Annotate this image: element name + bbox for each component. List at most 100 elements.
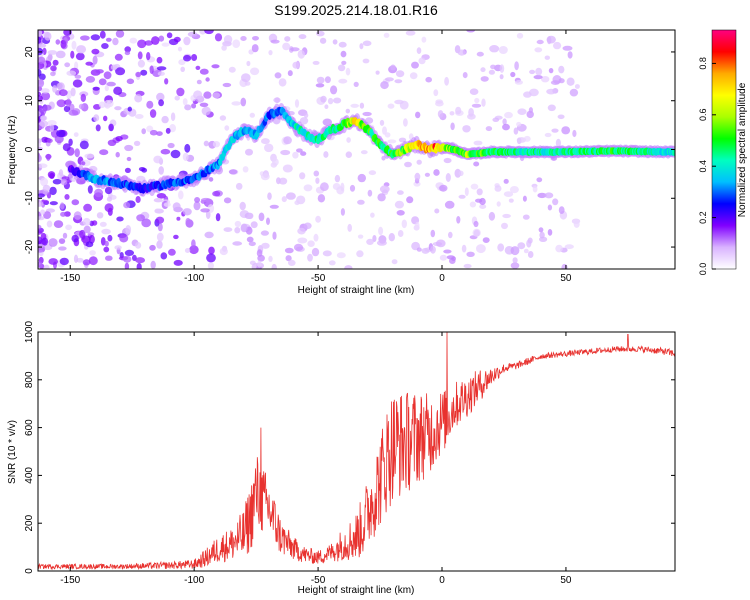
x-tick-label: 50 xyxy=(560,273,572,284)
spectrogram-noise-blob xyxy=(320,95,327,103)
spectrogram-noise-blob xyxy=(193,90,203,100)
spectrogram-noise-blob xyxy=(103,71,112,80)
spectrogram-noise-blob xyxy=(90,34,101,41)
spectrogram-noise-blob xyxy=(370,212,375,218)
spectrogram-noise-blob xyxy=(41,88,50,94)
spectrogram-noise-blob xyxy=(395,70,405,78)
spectrogram-noise-blob xyxy=(439,184,448,192)
spectrogram-noise-blob xyxy=(123,201,131,209)
x-tick-label: 0 xyxy=(439,273,445,284)
spectrogram-noise-blob xyxy=(319,37,327,44)
spectrogram-noise-blob xyxy=(56,99,66,108)
spectrogram-noise-blob xyxy=(135,257,146,264)
spectrogram-noise-blob xyxy=(104,203,114,213)
spectrogram-noise-blob xyxy=(135,196,141,203)
spectrogram-noise-blob xyxy=(547,36,552,45)
spectrogram-noise-blob xyxy=(153,155,163,164)
spectrogram-noise-blob xyxy=(185,217,191,225)
spectrogram-noise-blob xyxy=(324,104,329,109)
spectrogram-noise-blob xyxy=(547,229,553,236)
spectrogram-noise-blob xyxy=(234,227,241,234)
spectrogram-noise-blob xyxy=(462,125,471,133)
spectrogram-noise-blob xyxy=(502,118,507,125)
spectrogram-noise-blob xyxy=(158,99,165,107)
spectrogram-noise-blob xyxy=(416,159,422,165)
spectrogram-noise-blob xyxy=(413,181,421,187)
spectrogram-noise-blob xyxy=(443,157,452,164)
spectrogram-noise-blob xyxy=(313,233,319,242)
spectrogram-noise-blob xyxy=(184,143,191,153)
spectrogram-noise-blob xyxy=(137,59,145,68)
spectrogram-noise-blob xyxy=(92,55,98,65)
spectrogram-noise-blob xyxy=(154,208,161,214)
spectrogram-noise-blob xyxy=(38,56,46,64)
spectrogram-noise-blob xyxy=(207,262,214,269)
spectrogram-noise-blob xyxy=(95,124,101,132)
spectrogram-noise-blob xyxy=(169,124,177,133)
spectrogram-noise-blob xyxy=(523,135,531,142)
spectrogram-noise-blob xyxy=(561,263,568,269)
spectrogram-noise-blob xyxy=(38,62,45,70)
spectrogram-noise-blob xyxy=(434,208,440,214)
spectrogram-noise-blob xyxy=(38,43,47,48)
spectrogram-noise-blob xyxy=(66,70,77,76)
spectrogram-noise-blob xyxy=(387,103,395,109)
spectrogram-noise-blob xyxy=(38,78,45,88)
spectrogram-noise-blob xyxy=(208,246,215,255)
spectrogram-noise-blob xyxy=(425,76,433,83)
spectrogram-noise-blob xyxy=(433,169,440,176)
spectrogram-noise-blob xyxy=(168,248,176,256)
spectrogram-noise-blob xyxy=(340,208,345,216)
spectrogram-noise-blob xyxy=(68,110,79,116)
spectrogram-marks xyxy=(38,30,675,269)
spectrogram-noise-blob xyxy=(41,237,49,246)
spectrogram-noise-blob xyxy=(322,250,332,257)
spectrogram-noise-blob xyxy=(297,237,308,244)
spectrogram-noise-blob xyxy=(149,65,154,74)
spectrogram-noise-blob xyxy=(163,202,171,208)
spectrogram-noise-blob xyxy=(104,186,113,195)
spectrogram-noise-blob xyxy=(517,108,527,115)
spectrogram-noise-blob xyxy=(547,104,556,112)
spectrogram-noise-blob xyxy=(73,132,79,138)
spectrogram-noise-blob xyxy=(93,114,100,122)
spectrogram-noise-blob xyxy=(378,226,384,236)
spectrogram-noise-blob xyxy=(144,40,153,46)
spectrogram-noise-blob xyxy=(107,139,117,146)
spectrogram-noise-blob xyxy=(562,45,573,51)
spectrogram-noise-blob xyxy=(50,71,56,77)
spectrogram-noise-blob xyxy=(328,260,336,266)
spectrogram-noise-blob xyxy=(569,88,579,97)
spectrogram-noise-blob xyxy=(115,30,125,38)
spectrogram-noise-blob xyxy=(345,265,350,269)
spectrogram-noise-blob xyxy=(65,224,72,231)
spectrogram-noise-blob xyxy=(296,148,303,153)
spectrogram-noise-blob xyxy=(43,211,52,220)
spectrogram-noise-blob xyxy=(443,249,452,254)
spectrogram-noise-blob xyxy=(215,213,221,222)
spectrogram-noise-blob xyxy=(558,78,565,84)
spectrogram-noise-blob xyxy=(522,214,530,220)
spectrogram-noise-blob xyxy=(124,167,131,173)
spectrogram-noise-blob xyxy=(103,115,108,122)
spectrogram-noise-blob xyxy=(544,55,550,60)
spectrogram-noise-blob xyxy=(488,69,495,75)
spectrogram-noise-blob xyxy=(345,151,352,158)
spectrogram-noise-blob xyxy=(336,252,346,259)
spectrogram-noise-blob xyxy=(550,80,560,85)
spectrogram-noise-blob xyxy=(377,193,386,202)
spectrogram-noise-blob xyxy=(411,61,419,69)
spectrogram-noise-blob xyxy=(476,188,483,196)
spectrogram-x-label: Height of straight line (km) xyxy=(298,285,415,296)
spectrogram-noise-blob xyxy=(246,236,254,243)
spectrogram-noise-blob xyxy=(112,37,119,46)
spectrogram-noise-blob xyxy=(284,36,291,42)
spectrogram-noise-blob xyxy=(261,242,270,249)
snr-frame xyxy=(37,331,676,572)
spectrogram-noise-blob xyxy=(119,234,129,243)
spectrogram-noise-blob xyxy=(62,232,68,239)
spectrogram-noise-blob xyxy=(155,216,165,224)
spectrogram-noise-blob xyxy=(43,264,50,269)
spectrogram-noise-blob xyxy=(501,222,508,230)
spectrogram-noise-blob xyxy=(249,112,255,118)
